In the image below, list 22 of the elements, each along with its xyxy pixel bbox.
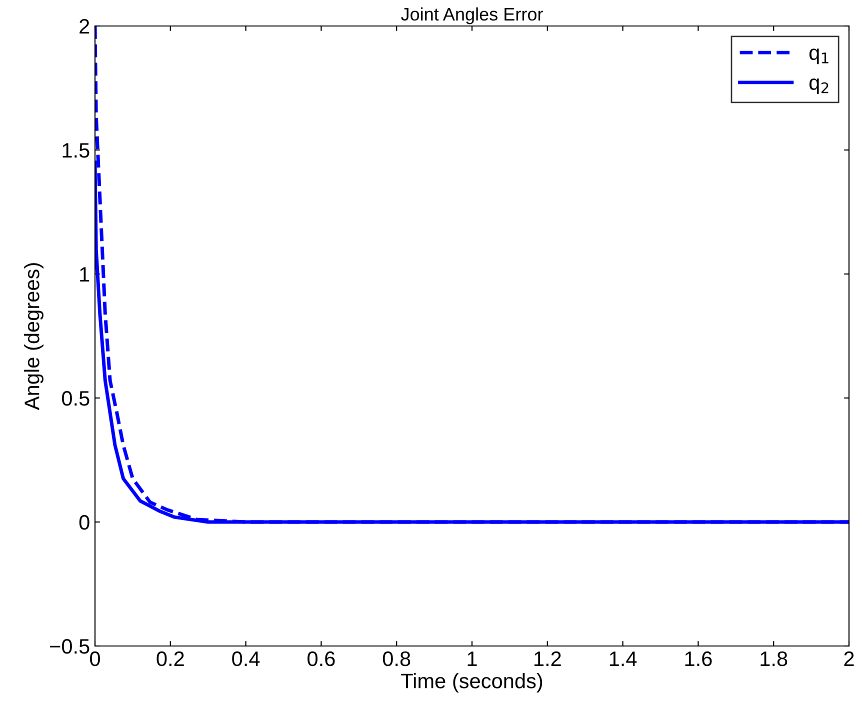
y-tick-label: 2	[80, 19, 90, 34]
x-tick-label: 0.2	[156, 651, 184, 666]
x-tick-label: 0.4	[232, 651, 260, 666]
x-tick-label: 1.6	[685, 651, 712, 666]
x-tick-label: 2	[844, 651, 854, 666]
x-tick-label: 1.8	[760, 651, 788, 666]
x-tick-label: 1.4	[610, 652, 637, 666]
y-tick-label: −0.5	[50, 639, 90, 654]
x-tick-label: 0.6	[308, 651, 335, 666]
legend-label: q$_{1}$	[809, 48, 828, 64]
x-tick-label: 1	[468, 652, 477, 666]
x-tick-label: 1.2	[534, 651, 561, 666]
chart-title: Joint Angles Error	[401, 7, 543, 24]
y-tick-label: 0.5	[62, 391, 90, 406]
x-tick-label: 0	[90, 651, 100, 666]
x-tick-label: 0.8	[382, 651, 410, 666]
y-tick-label: 1.5	[62, 143, 90, 158]
x-axis-title: Time (seconds)	[401, 673, 542, 692]
legend-label: q$_{2}$	[809, 78, 828, 94]
y-tick-label: 0	[79, 515, 90, 530]
y-axis-title: Angle (degrees)	[24, 263, 44, 410]
y-tick-label: 1	[80, 267, 90, 282]
